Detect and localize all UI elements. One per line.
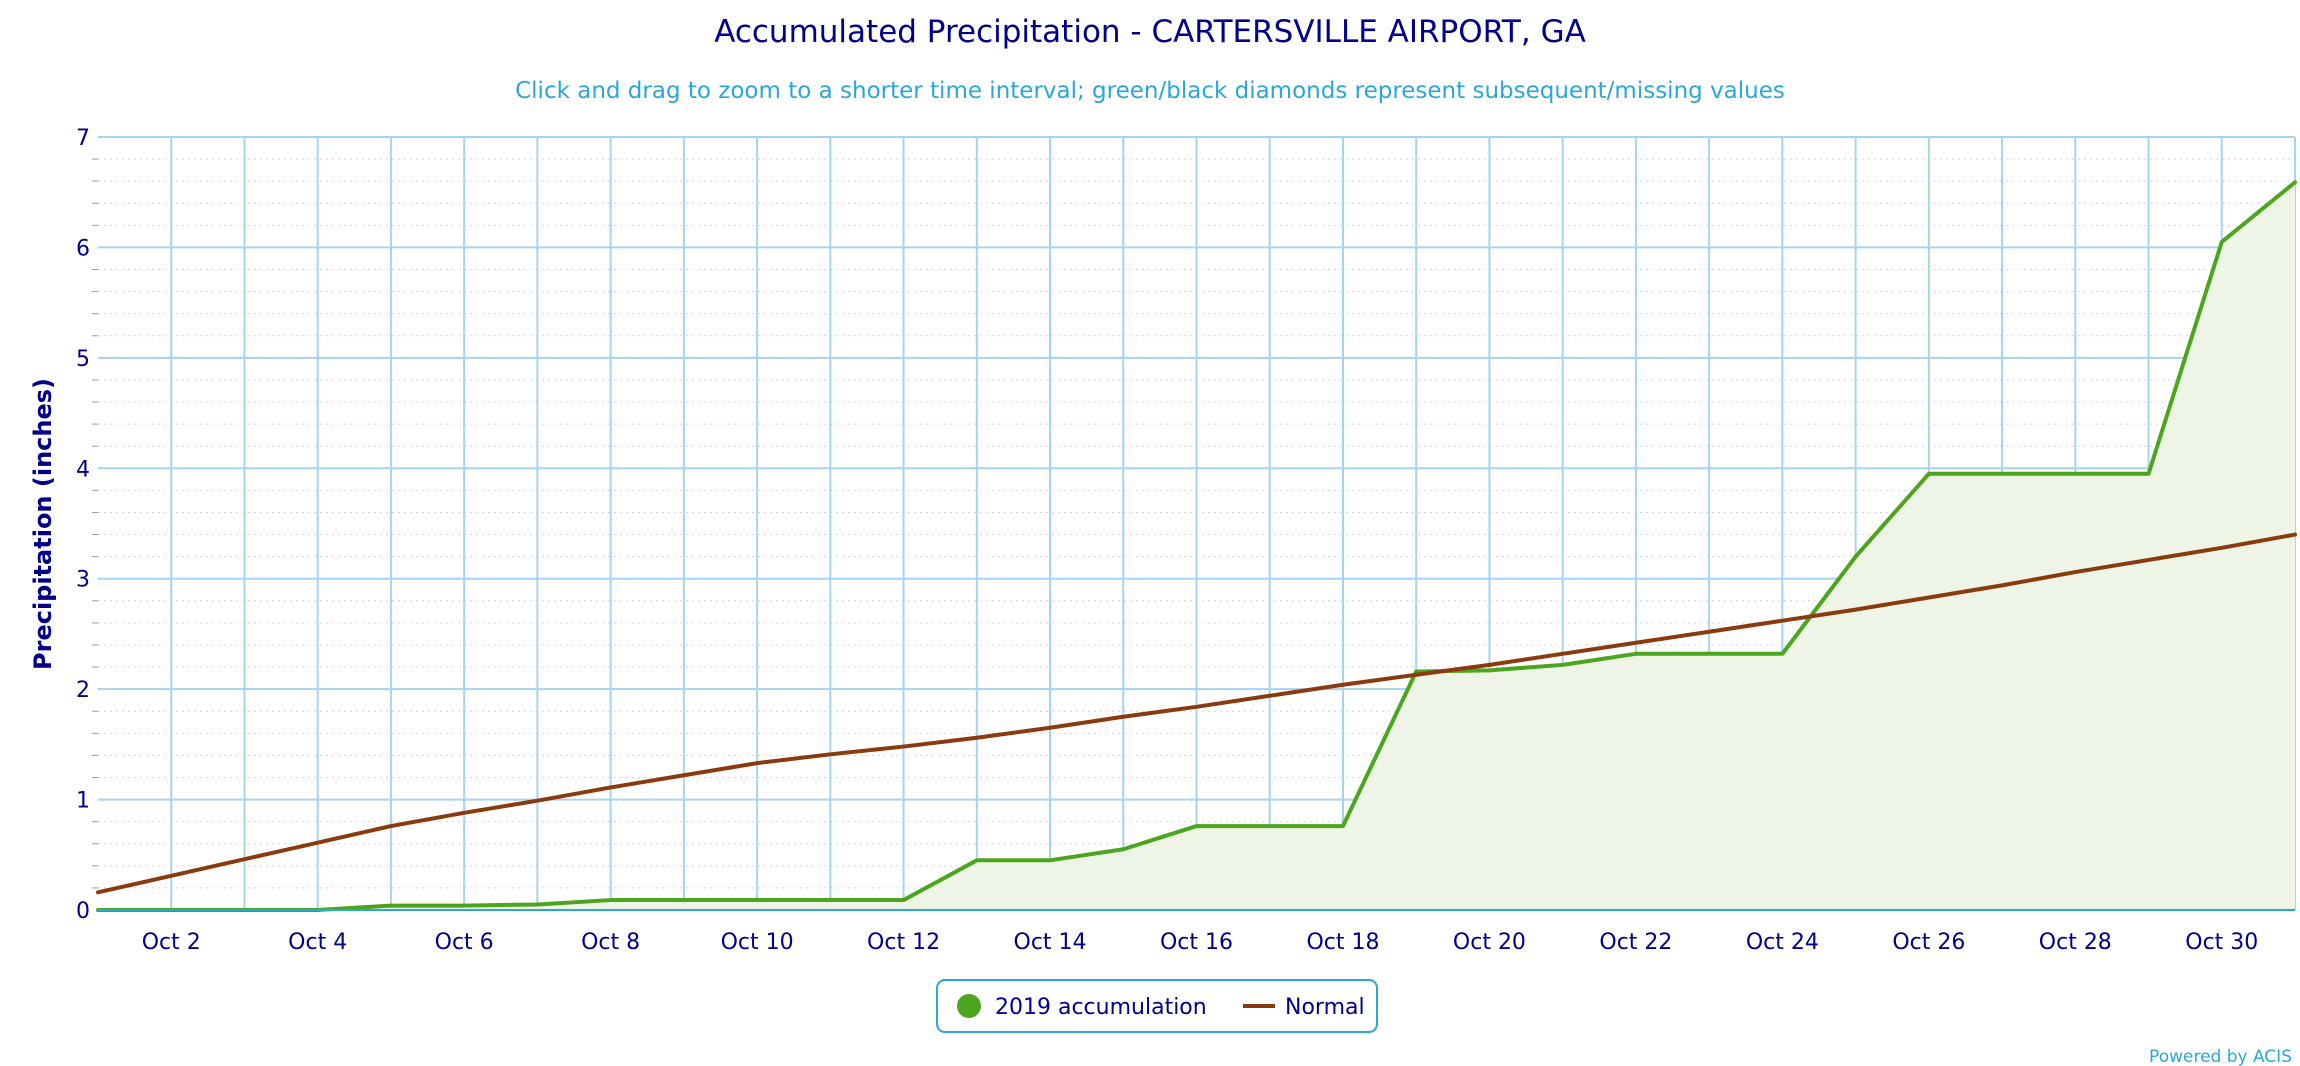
data-point-2019-accumulation[interactable]: [1264, 820, 1276, 832]
y-tick-label: 1: [76, 789, 90, 814]
data-point-normal[interactable]: [1996, 579, 2008, 591]
data-point-normal[interactable]: [824, 748, 836, 760]
x-axis-ticks: Oct 2 Oct 4 Oct 6 Oct 8 Oct 10 Oct 12 Oct 14 Oc…: [142, 930, 2259, 955]
data-point-2019-accumulation[interactable]: [605, 894, 617, 906]
legend: 2019 accumulation Normal: [936, 979, 1378, 1033]
data-point-2019-accumulation[interactable]: [2216, 236, 2228, 248]
series-lines[interactable]: [92, 176, 2300, 916]
data-point-normal[interactable]: [1264, 690, 1276, 702]
data-point-2019-accumulation[interactable]: [2143, 468, 2155, 480]
data-point-2019-accumulation[interactable]: [751, 894, 763, 906]
x-tick-label: Oct 24: [1746, 930, 1819, 955]
data-point-2019-accumulation[interactable]: [1044, 854, 1056, 866]
y-tick-label: 3: [76, 568, 90, 593]
y-tick-label: 0: [76, 899, 90, 924]
x-tick-label: Oct 18: [1306, 930, 1379, 955]
data-point-normal[interactable]: [1923, 591, 1935, 603]
data-point-normal[interactable]: [2069, 566, 2081, 578]
x-tick-label: Oct 4: [288, 930, 347, 955]
legend-marker-2019-accumulation: [957, 994, 981, 1018]
data-point-2019-accumulation[interactable]: [1191, 820, 1203, 832]
data-point-2019-accumulation[interactable]: [1850, 551, 1862, 563]
data-point-2019-accumulation[interactable]: [1557, 659, 1569, 671]
data-point-2019-accumulation[interactable]: [2069, 468, 2081, 480]
y-axis-label: Precipitation (inches): [29, 378, 57, 670]
y-tick-label: 4: [76, 457, 90, 482]
data-point-normal[interactable]: [1191, 701, 1203, 713]
data-point-normal[interactable]: [1044, 722, 1056, 734]
data-point-normal[interactable]: [165, 870, 177, 882]
data-point-normal[interactable]: [1630, 637, 1642, 649]
data-point-2019-accumulation[interactable]: [1703, 648, 1715, 660]
data-point-normal[interactable]: [1483, 659, 1495, 671]
x-tick-label: Oct 6: [435, 930, 494, 955]
x-tick-label: Oct 12: [867, 930, 940, 955]
data-point-2019-accumulation[interactable]: [824, 894, 836, 906]
series-line-2019-accumulation[interactable]: [96, 180, 2297, 912]
data-point-2019-accumulation[interactable]: [1337, 820, 1349, 832]
y-tick-label: 7: [76, 126, 90, 151]
data-point-2019-accumulation[interactable]: [1630, 648, 1642, 660]
data-point-normal[interactable]: [898, 741, 910, 753]
credits-link[interactable]: Powered by ACIS: [2149, 1047, 2292, 1066]
data-point-normal[interactable]: [92, 886, 104, 898]
data-point-2019-accumulation[interactable]: [1117, 843, 1129, 855]
data-point-normal[interactable]: [605, 781, 617, 793]
data-point-normal[interactable]: [751, 757, 763, 769]
data-point-normal[interactable]: [1337, 679, 1349, 691]
data-point-normal[interactable]: [2143, 554, 2155, 566]
y-axis-ticks: 0 1 2 3 4 5 6 7: [76, 126, 90, 924]
data-point-normal[interactable]: [678, 769, 690, 781]
series-area-fills: [98, 182, 2295, 910]
data-point-normal[interactable]: [238, 853, 250, 865]
x-tick-label: Oct 22: [1599, 930, 1672, 955]
legend-item-normal[interactable]: Normal: [1243, 995, 1365, 1020]
x-tick-label: Oct 28: [2039, 930, 2112, 955]
y-tick-label: 2: [76, 678, 90, 703]
x-tick-label: Oct 14: [1014, 930, 1087, 955]
data-point-2019-accumulation[interactable]: [1776, 648, 1788, 660]
data-point-2019-accumulation[interactable]: [678, 894, 690, 906]
chart-subtitle: Click and drag to zoom to a shorter time…: [515, 78, 1785, 104]
x-tick-label: Oct 2: [142, 930, 201, 955]
data-point-normal[interactable]: [1850, 604, 1862, 616]
data-point-normal[interactable]: [1776, 615, 1788, 627]
y-tick-label: 6: [76, 236, 90, 261]
series-area-2019-accumulation: [98, 182, 2295, 910]
y-tick-label: 5: [76, 347, 90, 372]
data-point-normal[interactable]: [1703, 626, 1715, 638]
data-point-2019-accumulation[interactable]: [1996, 468, 2008, 480]
legend-label-2019-accumulation: 2019 accumulation: [995, 995, 1207, 1020]
x-tick-label: Oct 30: [2185, 930, 2258, 955]
chart-title: Accumulated Precipitation - CARTERSVILLE…: [714, 14, 1586, 50]
x-tick-label: Oct 16: [1160, 930, 1233, 955]
x-tick-label: Oct 10: [721, 930, 794, 955]
legend-box: [936, 979, 1378, 1033]
data-point-normal[interactable]: [458, 807, 470, 819]
data-point-2019-accumulation[interactable]: [531, 898, 543, 910]
data-point-2019-accumulation[interactable]: [971, 854, 983, 866]
legend-label-normal: Normal: [1285, 995, 1365, 1020]
data-point-normal[interactable]: [971, 732, 983, 744]
data-point-normal[interactable]: [1410, 669, 1422, 681]
series-line-normal[interactable]: [96, 532, 2297, 895]
x-tick-label: Oct 26: [1892, 930, 1965, 955]
data-point-2019-accumulation[interactable]: [1923, 468, 1935, 480]
legend-item-2019-accumulation[interactable]: 2019 accumulation: [957, 994, 1207, 1020]
data-point-normal[interactable]: [312, 837, 324, 849]
data-point-normal[interactable]: [385, 820, 397, 832]
data-point-normal[interactable]: [531, 795, 543, 807]
data-point-normal[interactable]: [1117, 711, 1129, 723]
x-tick-label: Oct 8: [581, 930, 640, 955]
x-tick-label: Oct 20: [1453, 930, 1526, 955]
data-point-2019-accumulation[interactable]: [898, 894, 910, 906]
data-point-normal[interactable]: [1557, 648, 1569, 660]
data-point-normal[interactable]: [2216, 542, 2228, 554]
